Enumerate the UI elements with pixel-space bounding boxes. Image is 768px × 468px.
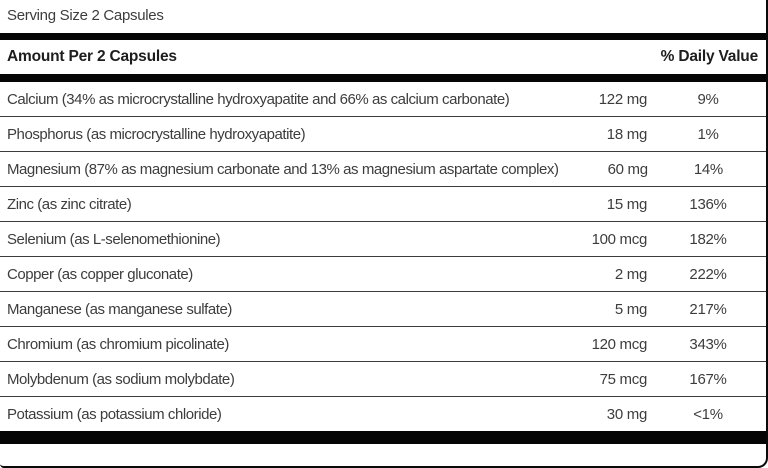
- nutrient-daily-value: 167%: [689, 370, 727, 388]
- nutrient-amount: 5 mg: [614, 300, 647, 318]
- table-row: Molybdenum (as sodium molybdate) 75 mcg 16…: [0, 362, 766, 397]
- header-amount-per-capsules: Amount Per 2 Capsules: [7, 48, 177, 65]
- nutrient-daily-value: 136%: [689, 195, 727, 213]
- table-row: Chromium (as chromium picolinate) 120 mcg…: [0, 327, 766, 362]
- nutrient-daily-value: 217%: [689, 300, 727, 318]
- nutrient-name: Chromium (as chromium picolinate): [7, 335, 229, 353]
- nutrient-daily-value: 14%: [693, 160, 723, 178]
- table-header-row: Amount Per 2 Capsules % Daily Value: [0, 40, 766, 74]
- nutrient-name: Molybdenum (as sodium molybdate): [7, 370, 235, 388]
- nutrient-amount: 2 mg: [614, 265, 647, 283]
- table-row: Calcium (34% as microcrystalline hydroxy…: [0, 82, 766, 117]
- nutrient-daily-value: 222%: [689, 265, 727, 283]
- nutrient-amount: 122 mg: [598, 90, 648, 108]
- nutrient-amount: 30 mg: [606, 405, 648, 423]
- table-row: Selenium (as L-selenomethionine) 100 mcg 1…: [0, 222, 766, 257]
- nutrient-amount: 60 mg: [607, 160, 649, 178]
- nutrient-name: Phosphorus (as microcrystalline hydroxya…: [7, 125, 306, 143]
- nutrient-daily-value: 343%: [689, 335, 727, 353]
- table-row: Phosphorus (as microcrystalline hydroxya…: [0, 117, 766, 152]
- nutrient-amount: 15 mg: [606, 195, 648, 213]
- table-row: Zinc (as zinc citrate) 15 mg 136%: [0, 187, 766, 222]
- nutrient-daily-value: 182%: [689, 230, 727, 248]
- nutrient-daily-value: 9%: [697, 90, 719, 108]
- divider-bar-header: [0, 74, 766, 82]
- nutrient-amount: 18 mg: [606, 125, 648, 143]
- table-row: Magnesium (87% as magnesium carbonate an…: [0, 152, 766, 187]
- nutrient-table: Calcium (34% as microcrystalline hydroxy…: [0, 82, 766, 431]
- table-row: Potassium (as potassium chloride) 30 mg <1…: [0, 397, 766, 431]
- serving-size-text: Serving Size 2 Capsules: [7, 7, 164, 24]
- nutrient-name: Calcium (34% as microcrystalline hydroxy…: [7, 90, 510, 108]
- nutrient-amount: 75 mcg: [599, 370, 648, 388]
- nutrient-name: Manganese (as manganese sulfate): [7, 300, 232, 318]
- header-percent-daily-value: % Daily Value: [660, 48, 759, 65]
- nutrient-amount: 100 mcg: [591, 230, 648, 248]
- nutrient-amount: 120 mcg: [591, 335, 648, 353]
- divider-bar-top: [0, 33, 766, 40]
- nutrient-name: Potassium (as potassium chloride): [7, 405, 222, 423]
- divider-bar-bottom: [0, 431, 766, 444]
- nutrient-name: Magnesium (87% as magnesium carbonate an…: [7, 160, 559, 178]
- nutrient-name: Copper (as copper gluconate): [7, 265, 193, 283]
- nutrient-daily-value: 1%: [697, 125, 719, 143]
- table-row: Copper (as copper gluconate) 2 mg 222%: [0, 257, 766, 292]
- nutrient-name: Zinc (as zinc citrate): [7, 195, 132, 213]
- table-row: Manganese (as manganese sulfate) 5 mg 217%: [0, 292, 766, 327]
- nutrient-daily-value: <1%: [693, 405, 723, 423]
- nutrient-name: Selenium (as L-selenomethionine): [7, 230, 221, 248]
